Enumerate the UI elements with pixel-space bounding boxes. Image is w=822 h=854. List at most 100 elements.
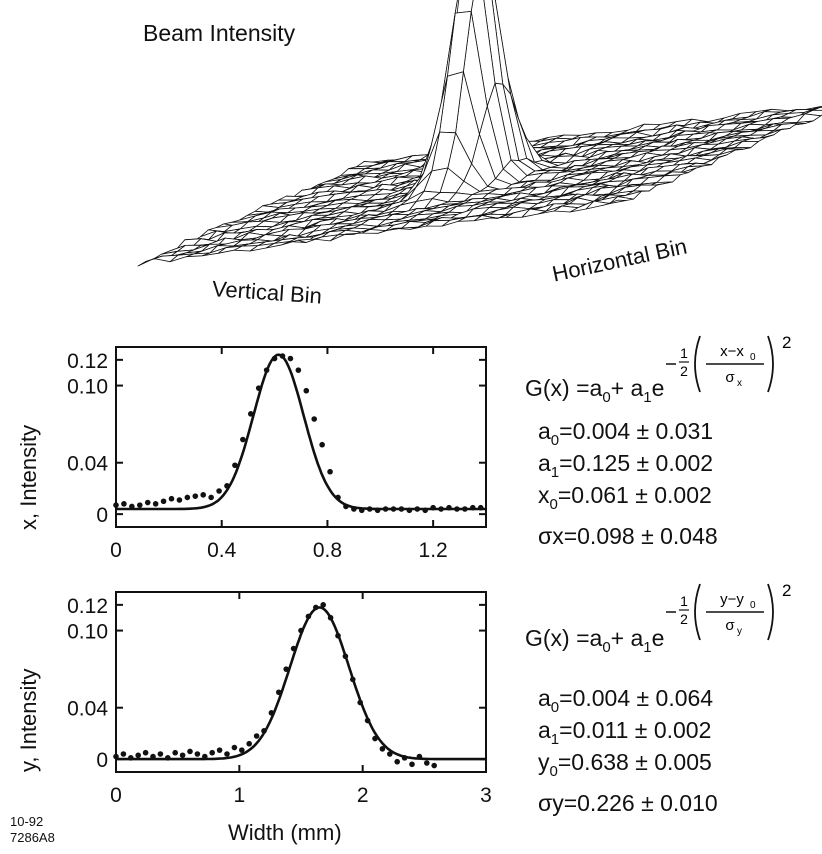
- y-intensity-chart: 0 0.04 0.10 0.12 0 1 2 3: [67, 591, 492, 807]
- data-point: [357, 699, 364, 706]
- data-point: [200, 492, 207, 498]
- data-point: [209, 749, 215, 756]
- data-point: [382, 506, 389, 512]
- x-tick-label: 0: [110, 539, 122, 562]
- x-tick-label: 0.4: [207, 539, 237, 562]
- data-point: [335, 494, 341, 501]
- y-tick-label: 0.04: [67, 453, 108, 476]
- data-point: [409, 761, 415, 768]
- y-tick-label: 0.12: [67, 350, 108, 373]
- data-point: [216, 747, 223, 753]
- data-point: [374, 507, 381, 514]
- data-point: [271, 355, 278, 362]
- data-point: [136, 502, 143, 508]
- param-sigma-x: σx=0.098 ± 0.048: [538, 523, 718, 549]
- frac-num-sub: 0: [750, 600, 756, 611]
- figure-id: 10-92 7286A8: [10, 814, 55, 845]
- x-tick-label: 0: [110, 784, 122, 807]
- data-point: [231, 744, 238, 751]
- right-paren: [767, 583, 774, 641]
- param-a0-x: a0=0.004 ± 0.031: [538, 418, 714, 449]
- data-point: [192, 493, 199, 499]
- right-paren: [767, 335, 774, 393]
- data-point: [283, 666, 289, 672]
- data-point: [268, 710, 275, 716]
- frac-num-sub: 0: [750, 352, 756, 363]
- gaussian-equation-y: G(x) =a0+ a1e: [525, 625, 665, 656]
- x-intensity-chart: 0 0.04 0.10 0.12 0 0.4 0.8 1.2: [67, 346, 487, 562]
- data-point: [135, 752, 141, 759]
- data-point: [279, 353, 286, 359]
- data-point: [462, 506, 468, 512]
- frac-den-sub: x: [737, 378, 742, 389]
- surface-mesh: [137, 0, 822, 267]
- data-point: [172, 749, 178, 756]
- data-point: [253, 733, 260, 739]
- data-point: [343, 503, 349, 510]
- param-a0-y: a0=0.004 ± 0.064: [538, 685, 714, 716]
- data-point: [366, 506, 373, 512]
- gaussian-fit-line: [116, 606, 486, 761]
- data-point: [298, 627, 304, 634]
- data-point: [430, 504, 436, 511]
- data-point: [129, 503, 135, 510]
- data-point: [128, 755, 134, 761]
- data-point: [165, 755, 171, 761]
- data-point: [414, 506, 421, 512]
- x-tick-label: 1: [233, 784, 245, 807]
- plot-frame: [115, 591, 487, 773]
- data-point: [406, 507, 413, 514]
- data-point: [401, 755, 408, 761]
- data-point: [351, 506, 357, 512]
- data-point: [113, 753, 119, 760]
- data-point: [303, 387, 310, 394]
- param-a1-y: a1=0.011 ± 0.002: [538, 717, 712, 748]
- data-point: [422, 507, 429, 514]
- data-point: [394, 758, 401, 765]
- data-point: [150, 753, 156, 760]
- data-point: [372, 735, 378, 742]
- data-point: [224, 483, 230, 489]
- surface-title: Beam Intensity: [143, 20, 296, 46]
- data-point: [398, 506, 405, 512]
- data-point: [202, 753, 208, 760]
- data-point: [261, 728, 267, 734]
- x-tick-label: 0.8: [313, 539, 342, 562]
- data-point: [438, 506, 444, 512]
- x-tick-label: 1.2: [419, 539, 448, 562]
- data-point: [454, 506, 460, 512]
- data-point: [290, 645, 297, 652]
- left-paren: [694, 335, 701, 393]
- data-point: [295, 367, 302, 373]
- data-point: [390, 506, 397, 512]
- square-exponent: 2: [782, 333, 791, 352]
- data-point: [157, 751, 164, 757]
- data-point: [335, 632, 341, 639]
- half-numerator: 1: [680, 593, 688, 609]
- frac-denominator: σ: [725, 617, 735, 634]
- frac-den-sub: y: [737, 626, 742, 637]
- data-point: [416, 753, 423, 760]
- half-denominator: 2: [680, 363, 688, 379]
- gaussian-equation-x: G(x) =a0+ a1e: [525, 375, 665, 406]
- data-point: [187, 748, 193, 755]
- data-point: [142, 749, 149, 756]
- data-point: [208, 494, 214, 501]
- y-tick-label: 0.12: [67, 595, 108, 618]
- gaussian-fit-line: [116, 353, 486, 511]
- data-point: [446, 504, 452, 511]
- data-point: [276, 689, 282, 696]
- half-numerator: 1: [680, 345, 688, 361]
- param-a1-x: a1=0.125 ± 0.002: [538, 450, 714, 481]
- data-point: [342, 653, 349, 660]
- data-point: [113, 502, 119, 508]
- data-point: [184, 494, 191, 501]
- y-tick-label: 0.04: [67, 698, 108, 721]
- data-point: [246, 740, 252, 747]
- width-xlabel: Width (mm): [228, 820, 342, 845]
- data-point: [232, 462, 238, 469]
- data-point: [350, 676, 356, 683]
- data-point: [477, 504, 484, 511]
- y-tick-label: 0: [96, 504, 108, 527]
- frac-denominator: σ: [725, 369, 735, 386]
